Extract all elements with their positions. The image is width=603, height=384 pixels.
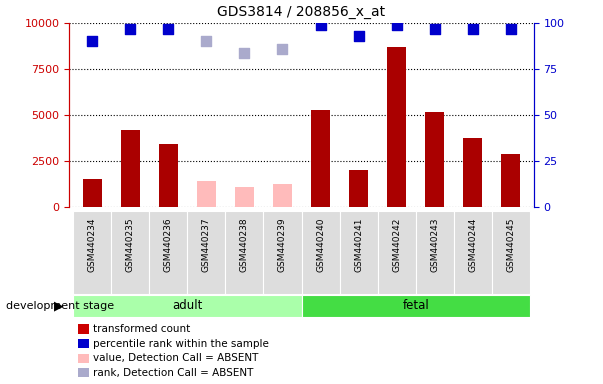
Text: GSM440234: GSM440234: [87, 218, 96, 272]
Bar: [188, 211, 226, 294]
Bar: [159, 144, 178, 207]
Bar: [453, 211, 492, 294]
Text: ▶: ▶: [54, 299, 63, 312]
Text: GSM440237: GSM440237: [202, 218, 211, 272]
Bar: [377, 211, 415, 294]
Point: [239, 50, 249, 56]
Point: [125, 25, 135, 31]
Bar: [264, 211, 302, 294]
Point: [506, 25, 516, 31]
Text: GSM440236: GSM440236: [164, 218, 173, 272]
Text: GSM440242: GSM440242: [392, 218, 401, 272]
Bar: [501, 154, 520, 207]
Bar: [463, 138, 482, 207]
Bar: [387, 47, 406, 207]
Text: GSM440241: GSM440241: [354, 218, 363, 272]
Bar: [83, 179, 102, 207]
Bar: [73, 211, 111, 294]
Text: percentile rank within the sample: percentile rank within the sample: [93, 339, 270, 349]
Text: GSM440238: GSM440238: [240, 218, 249, 272]
Bar: [111, 211, 150, 294]
Bar: [339, 211, 377, 294]
Text: GSM440239: GSM440239: [278, 218, 287, 272]
Bar: [349, 170, 368, 207]
Text: transformed count: transformed count: [93, 324, 191, 334]
Bar: [226, 211, 264, 294]
Text: GSM440244: GSM440244: [469, 218, 477, 272]
Text: rank, Detection Call = ABSENT: rank, Detection Call = ABSENT: [93, 368, 254, 378]
Bar: [273, 184, 292, 207]
Bar: [302, 295, 530, 317]
Point: [354, 33, 364, 39]
Text: fetal: fetal: [402, 299, 429, 312]
Text: value, Detection Call = ABSENT: value, Detection Call = ABSENT: [93, 353, 259, 363]
Bar: [311, 110, 330, 207]
Bar: [302, 211, 339, 294]
Text: adult: adult: [172, 299, 203, 312]
Title: GDS3814 / 208856_x_at: GDS3814 / 208856_x_at: [218, 5, 385, 19]
Text: GSM440243: GSM440243: [430, 218, 439, 272]
Point: [201, 38, 211, 45]
Bar: [121, 130, 140, 207]
Bar: [415, 211, 453, 294]
Bar: [425, 111, 444, 207]
Text: development stage: development stage: [6, 301, 114, 311]
Text: GSM440245: GSM440245: [507, 218, 516, 272]
Point: [87, 38, 97, 45]
Text: GSM440235: GSM440235: [126, 218, 134, 272]
Point: [277, 46, 287, 52]
Bar: [492, 211, 530, 294]
Bar: [235, 187, 254, 207]
Text: GSM440240: GSM440240: [316, 218, 325, 272]
Point: [468, 25, 478, 31]
Point: [430, 25, 440, 31]
Bar: [197, 180, 216, 207]
Point: [392, 22, 402, 28]
Bar: [150, 211, 188, 294]
Point: [163, 25, 173, 31]
Point: [316, 22, 326, 28]
Bar: [73, 295, 302, 317]
